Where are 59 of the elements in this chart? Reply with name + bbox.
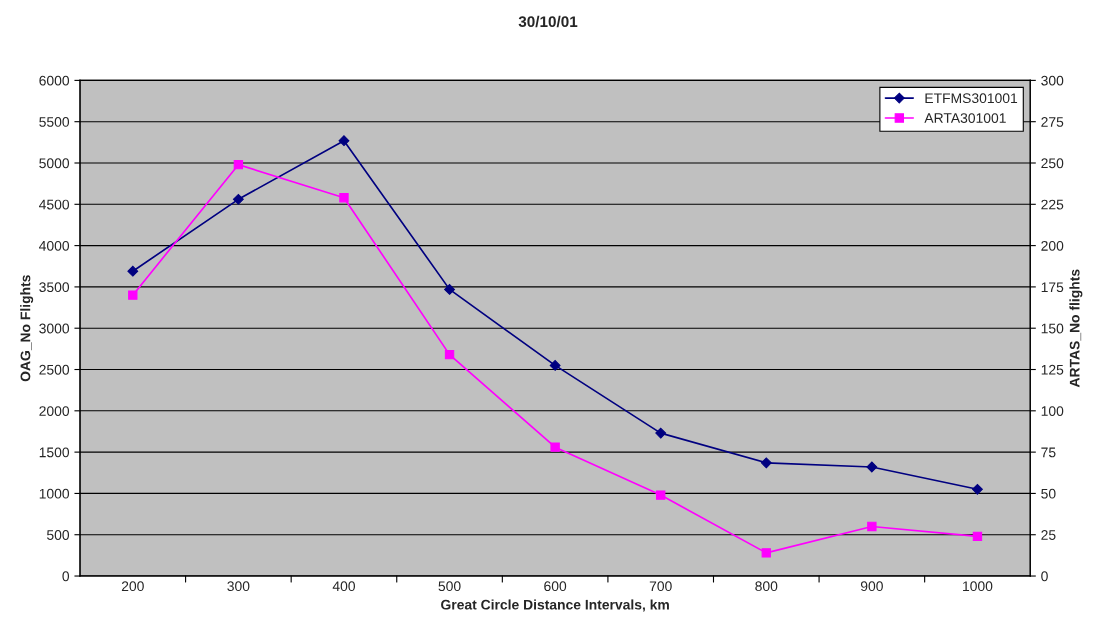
- x-tick-label: 900: [860, 581, 883, 592]
- x-tick-label: 500: [438, 581, 461, 592]
- point: [866, 461, 878, 473]
- x-tick-label: 400: [332, 581, 356, 592]
- x-tick-label: 800: [755, 581, 778, 592]
- y2-tick-label: 175: [1041, 282, 1064, 293]
- point: [128, 290, 138, 300]
- y2-tick-label: 250: [1041, 158, 1064, 169]
- y-tick-label: 5000: [39, 158, 70, 169]
- point: [760, 457, 772, 469]
- point: [444, 349, 455, 360]
- y2-tick-label: 275: [1041, 117, 1064, 127]
- y2-tick-label: 150: [1041, 323, 1064, 334]
- y2-tick-label: 200: [1041, 240, 1064, 251]
- y-tick-label: 4500: [39, 199, 70, 210]
- y-tick-label: 2000: [39, 406, 70, 416]
- point: [232, 193, 244, 205]
- y-tick-label: 4000: [39, 240, 70, 251]
- legend-label: ETFMS301001: [925, 93, 1018, 104]
- x-tick-label: 1000: [963, 581, 993, 592]
- point: [127, 265, 139, 277]
- point: [550, 442, 560, 452]
- y-axis-title: OAG_No Flights: [20, 275, 34, 382]
- y2-tick-label: 75: [1041, 447, 1056, 458]
- y-tick-label: 500: [46, 530, 70, 540]
- y2-axis-title: ARTAS_No flights: [1069, 269, 1083, 388]
- y2-tick-label: 50: [1041, 488, 1056, 499]
- y2-tick-label: 225: [1041, 199, 1064, 210]
- point: [444, 283, 455, 295]
- y-tick-label: 2500: [39, 364, 70, 375]
- point: [867, 521, 877, 532]
- x-tick-label: 200: [121, 581, 144, 592]
- x-tick-label: 300: [227, 581, 250, 592]
- y-tick-label: 3500: [39, 282, 70, 293]
- point: [972, 531, 983, 542]
- y-tick-label: 5500: [39, 117, 70, 127]
- point: [656, 490, 666, 500]
- y-tick-label: 0: [62, 571, 70, 582]
- y2-tick-label: 25: [1041, 530, 1056, 540]
- point: [549, 359, 561, 371]
- chart-title: 30/10/01: [518, 15, 578, 28]
- y2-tick-label: 0: [1041, 571, 1048, 582]
- x-tick-label: 700: [649, 581, 672, 592]
- point: [761, 548, 771, 558]
- point: [655, 427, 667, 439]
- y2-tick-label: 100: [1041, 406, 1064, 416]
- y-tick-label: 1000: [39, 488, 70, 499]
- y2-tick-label: 300: [1041, 75, 1064, 86]
- y-tick-label: 3000: [39, 323, 70, 334]
- y-tick-label: 1500: [39, 447, 70, 458]
- point: [338, 135, 350, 147]
- point: [233, 159, 244, 170]
- x-axis-title: Great Circle Distance Intervals, km: [441, 599, 669, 612]
- legend-label: ARTA301001: [924, 113, 1006, 123]
- y-tick-label: 6000: [39, 75, 70, 86]
- point: [339, 193, 349, 203]
- point: [972, 483, 983, 495]
- y2-tick-label: 125: [1041, 364, 1064, 375]
- x-tick-label: 600: [544, 581, 567, 592]
